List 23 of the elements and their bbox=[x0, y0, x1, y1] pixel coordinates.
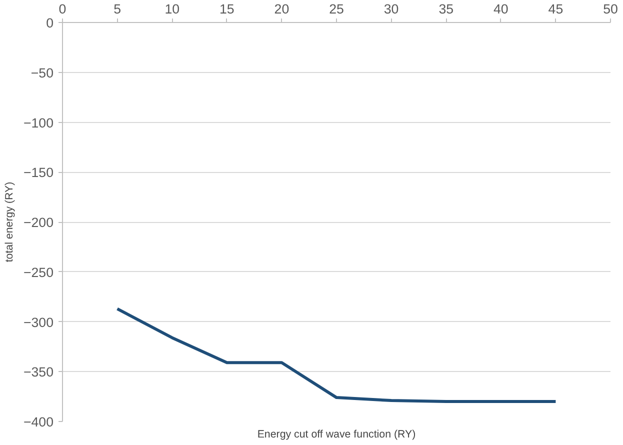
x-tick-label: 40 bbox=[493, 2, 508, 16]
y-tick-label: −200 bbox=[23, 215, 54, 230]
y-tick-label: −350 bbox=[23, 364, 54, 380]
y-tick-label: 0 bbox=[46, 16, 54, 30]
y-tick-label: −250 bbox=[23, 264, 54, 280]
x-tick-label: 50 bbox=[603, 2, 618, 16]
x-tick-label: 35 bbox=[438, 2, 454, 16]
line-series bbox=[116, 307, 558, 404]
y-tick-label: −400 bbox=[23, 414, 54, 430]
y-tick-label: −100 bbox=[23, 115, 54, 130]
x-tick-label: 10 bbox=[164, 2, 180, 16]
x-tick-label: 30 bbox=[384, 2, 399, 16]
y-tick-label: −50 bbox=[30, 65, 54, 80]
y-axis-title: total energy (RY) bbox=[3, 182, 16, 262]
x-tick-label: 5 bbox=[114, 2, 122, 16]
y-tick-label: −150 bbox=[23, 165, 54, 180]
y-tick-label: −300 bbox=[23, 314, 54, 330]
x-tick-label: 15 bbox=[219, 2, 234, 16]
x-tick-label: 25 bbox=[329, 2, 344, 16]
x-tick-label: 20 bbox=[274, 2, 290, 16]
x-tick-label: 45 bbox=[548, 2, 564, 16]
x-axis-title: Energy cut off wave function (RY) bbox=[257, 428, 416, 440]
x-tick-label: 0 bbox=[58, 2, 66, 16]
